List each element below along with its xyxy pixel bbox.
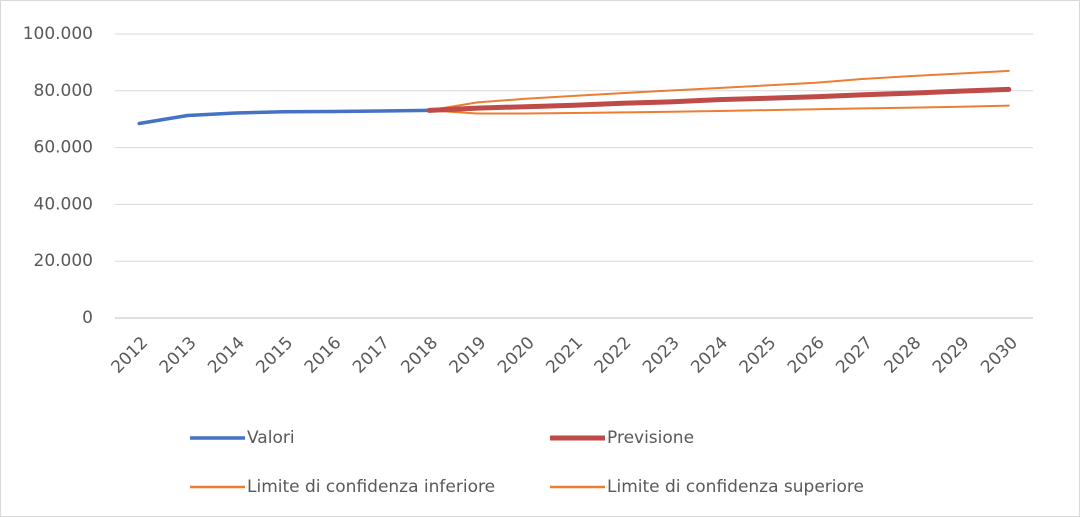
y-tick-label: 20.000 — [34, 251, 93, 271]
y-tick-label: 40.000 — [34, 194, 93, 214]
legend-label: Valori — [247, 428, 295, 448]
legend-label: Previsione — [607, 428, 694, 448]
y-tick-label: 60.000 — [34, 138, 93, 158]
legend-label: Limite di confidenza inferiore — [247, 477, 495, 497]
series-line — [426, 86, 1012, 113]
y-tick-label: 0 — [82, 308, 93, 328]
legend-label: Limite di confidenza superiore — [607, 477, 864, 497]
series-line — [137, 108, 431, 126]
series-line — [428, 69, 1010, 112]
y-tick-label: 80.000 — [34, 81, 93, 101]
y-tick-label: 100.000 — [23, 24, 93, 44]
series-line — [428, 104, 1010, 115]
